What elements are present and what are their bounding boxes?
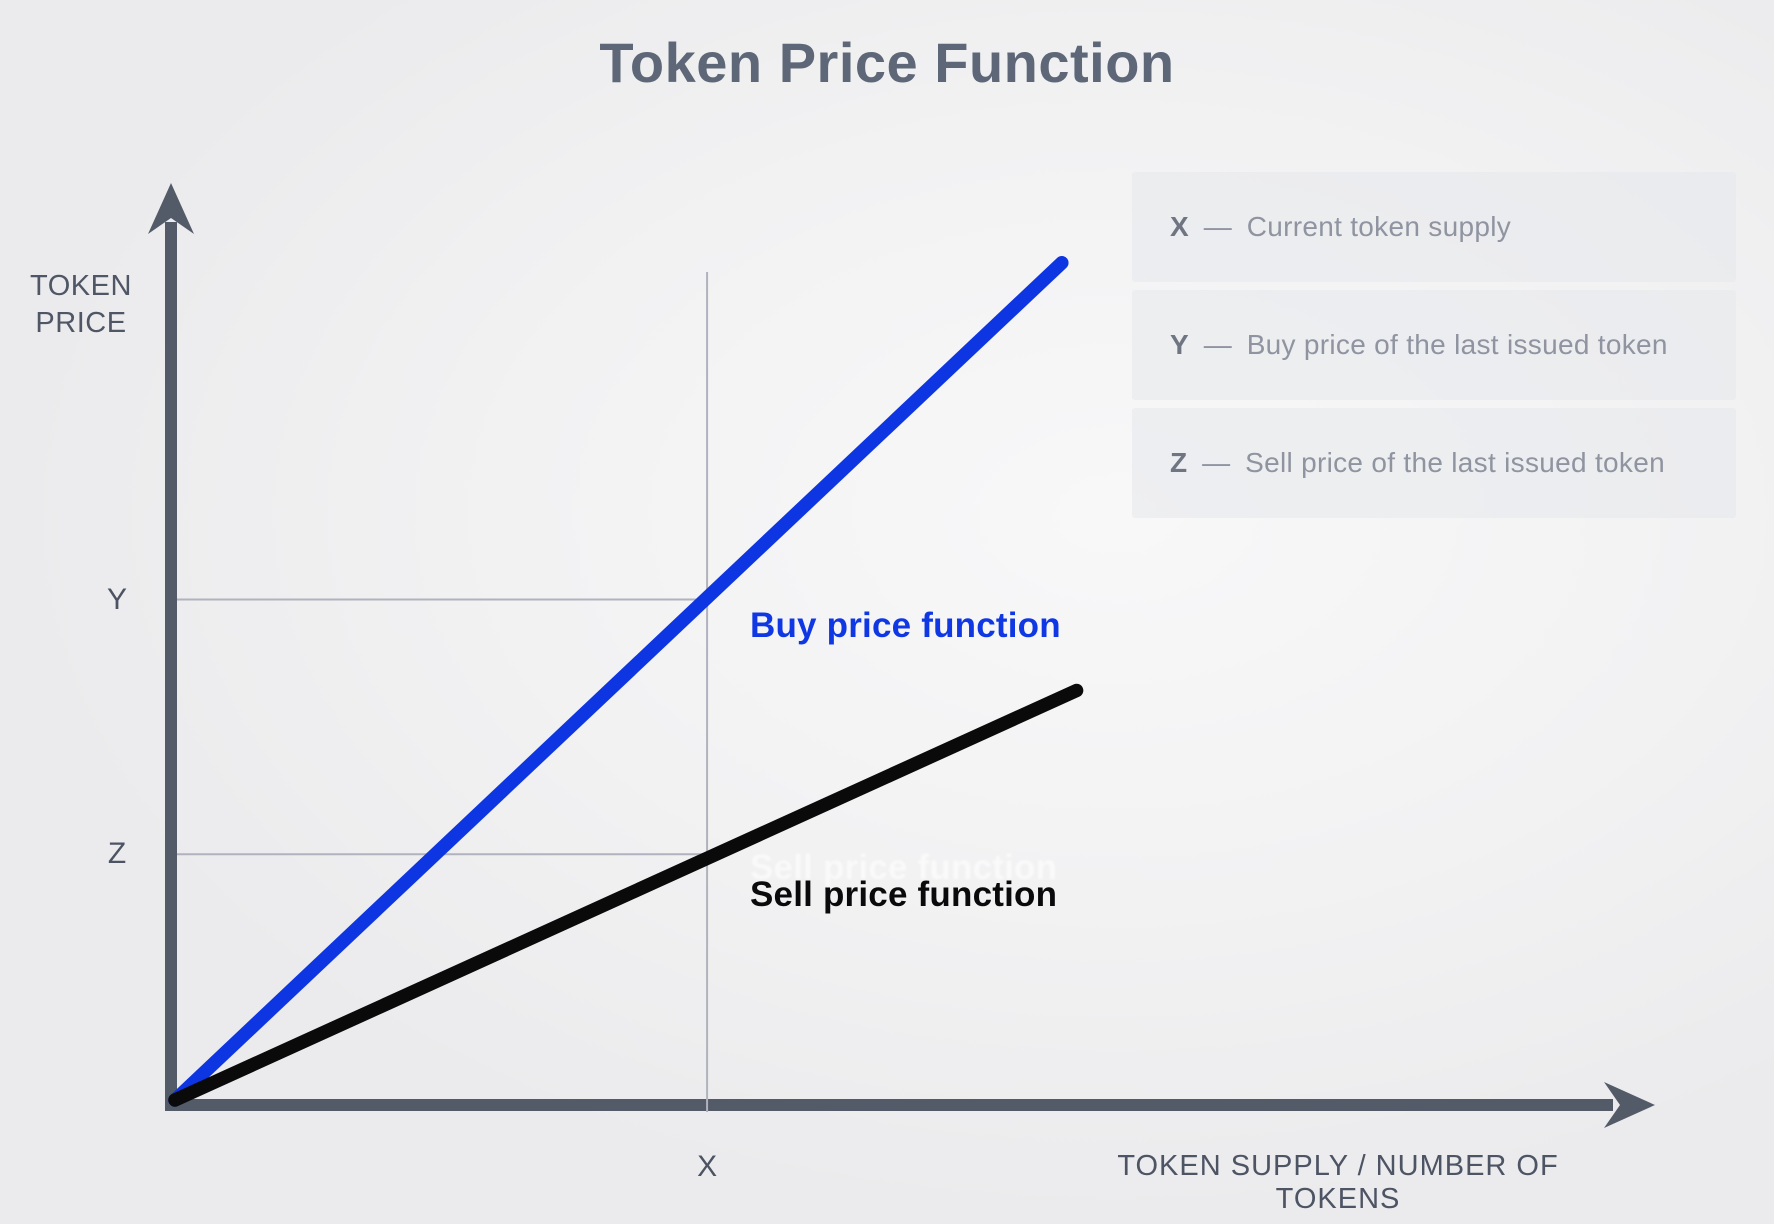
sell-price-function-label: Sell price function xyxy=(750,875,1058,914)
legend-term: Z xyxy=(1170,447,1188,478)
tick-label-z: Z xyxy=(107,837,127,871)
x-axis-arrowhead-icon xyxy=(1604,1082,1655,1128)
legend-term: X xyxy=(1170,211,1189,242)
buy-price-function-label: Buy price function xyxy=(750,606,1061,645)
legend-item-z: Z — Sell price of the last issued token xyxy=(1132,408,1736,518)
y-axis-title: TOKEN PRICE xyxy=(18,268,144,342)
legend-separator: — xyxy=(1202,447,1231,478)
legend: X — Current token supply Y — Buy price o… xyxy=(1132,172,1736,526)
tick-label-x: X xyxy=(697,1150,718,1183)
x-axis-line xyxy=(165,1099,1613,1111)
y-axis-line xyxy=(165,222,177,1110)
buy-price-line xyxy=(168,256,1069,1107)
y-axis-title-line2: PRICE xyxy=(35,307,127,339)
legend-item-x: X — Current token supply xyxy=(1132,172,1736,282)
y-axis-title-line1: TOKEN xyxy=(30,270,132,302)
legend-description: Current token supply xyxy=(1246,211,1512,242)
legend-description: Buy price of the last issued token xyxy=(1246,329,1668,360)
tick-label-y: Y xyxy=(106,582,127,616)
legend-item-y: Y — Buy price of the last issued token xyxy=(1132,290,1736,400)
legend-separator: — xyxy=(1203,329,1232,360)
y-axis-arrowhead-icon xyxy=(148,183,194,234)
legend-term: Y xyxy=(1170,329,1189,360)
page-title: Token Price Function xyxy=(599,31,1175,94)
legend-separator: — xyxy=(1203,211,1232,242)
legend-description: Sell price of the last issued token xyxy=(1245,447,1665,478)
sell-price-line xyxy=(168,683,1084,1107)
x-axis-title: TOKEN SUPPLY / NUMBER OF TOKENS xyxy=(1117,1150,1559,1215)
